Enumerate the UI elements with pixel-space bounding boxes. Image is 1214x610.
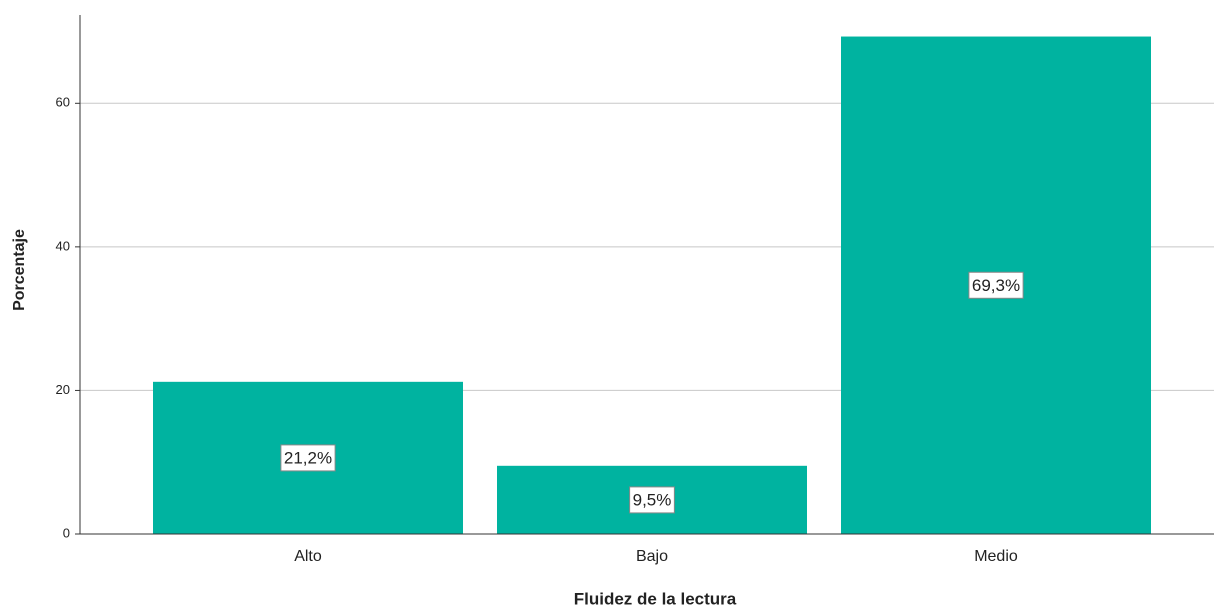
- value-label-box: [968, 271, 1024, 299]
- y-axis-title: Porcentaje: [11, 229, 28, 311]
- x-tick-label: Alto: [294, 548, 322, 565]
- x-tick-label: Medio: [974, 548, 1018, 565]
- value-label: 69,3%: [972, 276, 1020, 295]
- y-tick-label: 20: [56, 382, 70, 397]
- x-axis-title: Fluidez de la lectura: [574, 589, 737, 608]
- x-tick-label: Bajo: [636, 548, 668, 565]
- y-tick-label: 60: [56, 95, 70, 110]
- value-label-box: [280, 444, 336, 472]
- value-label-box: [629, 486, 675, 514]
- y-tick-label: 40: [56, 238, 70, 253]
- value-label: 21,2%: [284, 448, 332, 467]
- y-tick-label: 0: [63, 525, 70, 540]
- value-label: 9,5%: [633, 490, 672, 509]
